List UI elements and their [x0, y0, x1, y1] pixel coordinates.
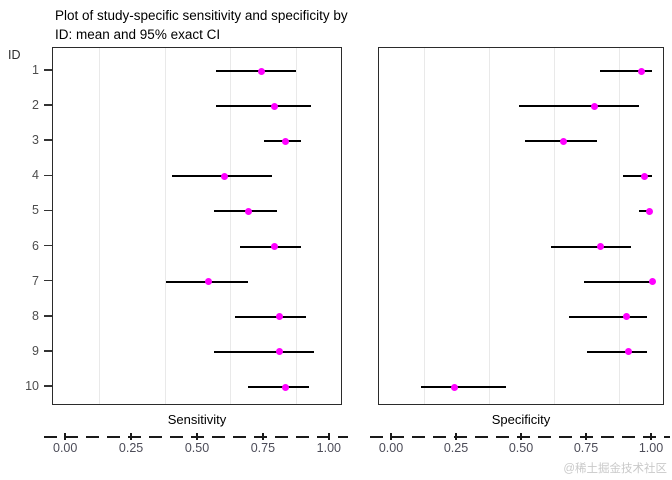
- sensitivity-ci-study-1: [216, 70, 296, 72]
- specificity-x-axis-tick-label: 0.50: [508, 441, 534, 455]
- specificity-ci-study-4: [623, 175, 652, 178]
- specificity-point-study-8: [622, 313, 630, 321]
- study-id-label-5: 5: [32, 203, 39, 218]
- study-id-tick-1: [44, 69, 53, 71]
- sensitivity-x-axis-tick-label: 0.25: [118, 441, 144, 455]
- sensitivity-point-study-2: [270, 102, 278, 110]
- study-id-tick-3: [44, 139, 53, 141]
- specificity-point-study-6: [596, 243, 604, 251]
- specificity-x-axis-tick-label: 1.00: [638, 441, 664, 455]
- chart-title-line2: ID: mean and 95% exact CI: [55, 27, 221, 42]
- sensitivity-panel: [52, 47, 342, 405]
- sensitivity-ci-study-10: [248, 386, 309, 388]
- sensitivity-point-study-5: [244, 207, 252, 215]
- specificity-x-axis-tick: [455, 433, 457, 440]
- specificity-x-axis-tick: [585, 433, 587, 440]
- specificity-x-axis-line: [370, 436, 670, 438]
- study-id-label-10: 10: [25, 379, 39, 393]
- specificity-x-axis-tick: [650, 433, 652, 440]
- specificity-ci-study-8: [568, 315, 647, 318]
- specificity-point-study-7: [648, 278, 656, 286]
- sensitivity-x-axis-tick: [64, 433, 66, 440]
- sensitivity-point-study-7: [205, 278, 213, 286]
- specificity-ci-study-9: [587, 350, 647, 353]
- study-id-tick-2: [44, 104, 53, 106]
- study-id-label-1: 1: [32, 63, 39, 77]
- sensitivity-x-axis-tick-label: 0.00: [53, 441, 78, 455]
- specificity-ci-study-7: [584, 280, 652, 283]
- study-id-label-4: 4: [32, 168, 39, 183]
- sensitivity-x-axis-tick-label: 0.50: [184, 441, 210, 455]
- minor-gridline: [230, 48, 232, 404]
- sensitivity-ci-study-6: [240, 245, 301, 248]
- sensitivity-point-study-10: [281, 383, 289, 391]
- sensitivity-point-study-9: [276, 348, 284, 356]
- study-id-label-2: 2: [32, 98, 39, 113]
- specificity-x-axis-tick-label: 0.00: [378, 441, 404, 455]
- study-id-tick-6: [44, 244, 53, 247]
- specificity-ci-study-1: [600, 70, 652, 72]
- minor-gridline: [164, 48, 166, 404]
- specificity-point-study-2: [591, 102, 599, 110]
- sensitivity-ci-study-9: [213, 350, 314, 353]
- minor-gridline: [554, 48, 555, 404]
- study-id-label-3: 3: [32, 133, 39, 148]
- sensitivity-point-study-6: [270, 243, 278, 251]
- specificity-ci-study-10: [420, 386, 507, 388]
- specificity-ci-study-6: [550, 245, 632, 248]
- sensitivity-point-study-8: [276, 313, 284, 321]
- specificity-point-study-1: [638, 67, 646, 75]
- specificity-x-axis-tick: [520, 433, 522, 440]
- minor-gridline: [619, 48, 620, 404]
- specificity-point-study-10: [450, 383, 458, 391]
- study-id-tick-10: [44, 385, 53, 387]
- chart-title-line1: Plot of study-specific sensitivity and s…: [55, 8, 348, 23]
- sensitivity-x-axis-tick: [130, 433, 132, 440]
- chart-title: Plot of study-specific sensitivity and s…: [55, 6, 348, 44]
- sensitivity-x-axis-line: [44, 436, 348, 438]
- study-id-tick-5: [44, 209, 53, 212]
- study-id-tick-7: [44, 279, 53, 282]
- minor-gridline: [296, 48, 298, 404]
- id-axis-label: ID: [8, 48, 21, 62]
- study-id-label-8: 8: [32, 308, 39, 323]
- sensitivity-ci-study-2: [216, 105, 312, 108]
- sensitivity-axis-title: Sensitivity: [167, 412, 227, 427]
- study-id-label-9: 9: [32, 343, 39, 358]
- study-id-tick-4: [44, 174, 53, 177]
- sensitivity-point-study-3: [281, 137, 289, 145]
- minor-gridline: [489, 48, 490, 404]
- sensitivity-x-axis-tick-label: 0.75: [250, 441, 276, 455]
- study-id-label-7: 7: [32, 273, 39, 288]
- study-id-label-6: 6: [32, 238, 39, 253]
- sensitivity-ci-study-8: [234, 315, 307, 318]
- specificity-x-axis-tick: [390, 433, 392, 440]
- specificity-point-study-5: [645, 207, 653, 215]
- specificity-ci-study-2: [519, 105, 639, 108]
- sensitivity-point-study-1: [257, 67, 265, 75]
- specificity-point-study-9: [625, 348, 633, 356]
- study-id-tick-9: [44, 350, 53, 352]
- specificity-axis-title: Specificity: [491, 412, 551, 427]
- specificity-x-axis-tick-label: 0.75: [573, 441, 599, 455]
- study-id-tick-8: [44, 315, 53, 317]
- specificity-panel: [378, 47, 664, 405]
- specificity-point-study-3: [560, 137, 568, 145]
- specificity-ci-study-5: [639, 210, 652, 213]
- specificity-x-axis-tick-label: 0.25: [443, 441, 469, 455]
- sensitivity-point-study-4: [220, 172, 228, 180]
- sensitivity-x-axis-tick: [196, 433, 198, 440]
- sensitivity-x-axis-tick: [262, 433, 264, 440]
- sensitivity-x-axis-tick: [328, 433, 330, 440]
- minor-gridline: [424, 48, 425, 404]
- watermark-text: @稀土掘金技术社区: [563, 463, 667, 475]
- sensitivity-x-axis-tick-label: 1.00: [316, 441, 341, 455]
- minor-gridline: [98, 48, 100, 404]
- specificity-point-study-4: [640, 172, 648, 180]
